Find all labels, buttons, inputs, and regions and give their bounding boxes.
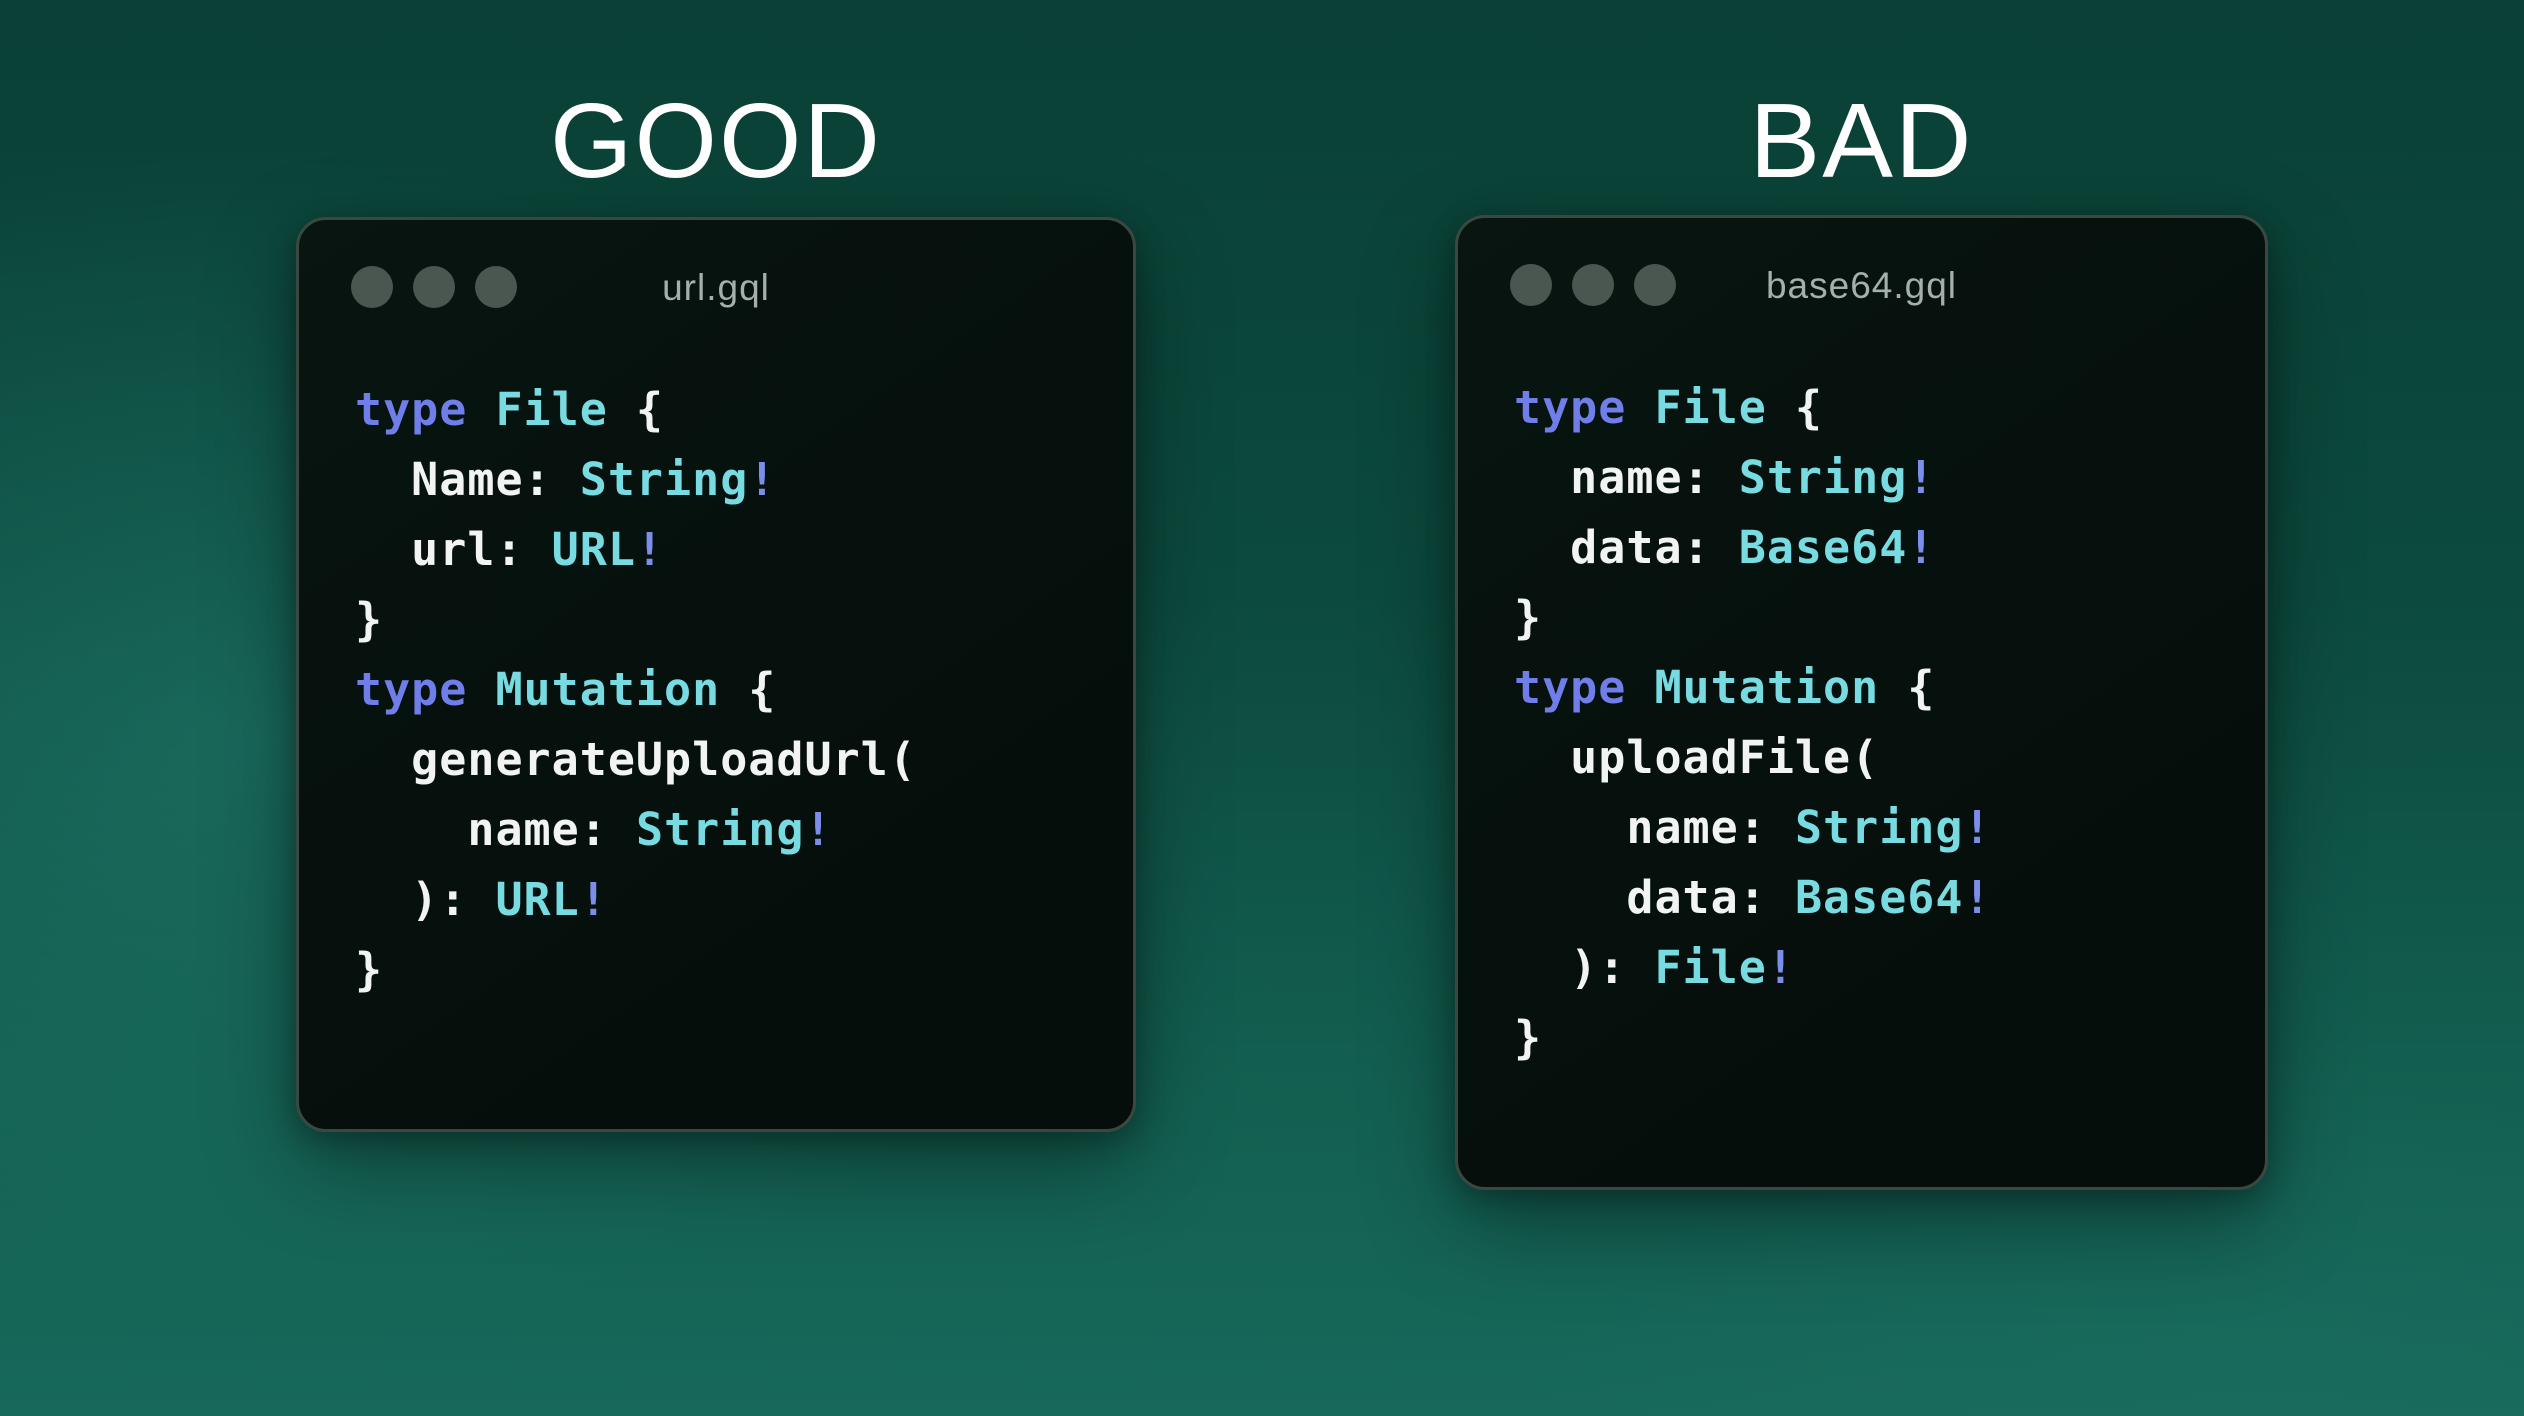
code-token: String: [1738, 451, 1908, 504]
code-token: String: [1794, 801, 1964, 854]
code-token: Name:: [355, 453, 580, 506]
code-token: Base64: [1794, 871, 1964, 924]
code-token: name:: [355, 803, 636, 856]
window-control-dot-icon[interactable]: [475, 266, 517, 308]
code-line: name: String!: [1514, 443, 2249, 513]
code-token: File: [1654, 941, 1767, 994]
code-token: [1626, 381, 1654, 434]
window-control-dot-icon[interactable]: [1634, 264, 1676, 306]
code-token: Base64: [1738, 521, 1908, 574]
code-token: Mutation: [495, 663, 721, 716]
code-token: URL: [551, 523, 636, 576]
code-token: type: [355, 663, 468, 716]
code-token: URL: [495, 873, 580, 926]
code-line: ): File!: [1514, 933, 2249, 1003]
code-window-bad: base64.gql type File { name: String! dat…: [1455, 215, 2268, 1190]
code-token: type: [1514, 661, 1627, 714]
code-token: !: [635, 523, 665, 576]
code-token: ):: [355, 873, 496, 926]
code-line: Name: String!: [355, 445, 1117, 515]
code-line: }: [1514, 1003, 2249, 1073]
verdict-label-good: GOOD: [550, 82, 882, 200]
code-token: }: [355, 943, 384, 996]
titlebar-bad: base64.gql: [1458, 264, 2265, 306]
code-token: !: [579, 873, 608, 926]
code-token: String: [635, 803, 805, 856]
code-window-good: url.gql type File { Name: String! url: U…: [296, 217, 1136, 1132]
code-line: generateUploadUrl(: [355, 725, 1117, 795]
code-token: [467, 383, 495, 436]
verdict-label-bad: BAD: [1749, 82, 1974, 200]
code-line: uploadFile(: [1514, 723, 2249, 793]
code-token: File: [495, 383, 608, 436]
code-line: data: Base64!: [1514, 863, 2249, 933]
code-line: }: [355, 935, 1117, 1005]
code-token: !: [1907, 451, 1936, 504]
code-line: type File {: [1514, 373, 2249, 443]
code-token: {: [607, 383, 665, 436]
code-block-bad: type File { name: String! data: Base64!}…: [1514, 373, 2249, 1073]
code-line: name: String!: [355, 795, 1117, 865]
code-token: }: [1514, 591, 1543, 644]
code-token: {: [1879, 661, 1936, 714]
code-token: name:: [1514, 451, 1739, 504]
window-control-dot-icon[interactable]: [1572, 264, 1614, 306]
titlebar-good: url.gql: [299, 266, 1133, 308]
code-token: !: [1963, 801, 1992, 854]
window-control-dot-icon[interactable]: [1510, 264, 1552, 306]
code-token: {: [720, 663, 777, 716]
code-line: name: String!: [1514, 793, 2249, 863]
code-block-good: type File { Name: String! url: URL!} type…: [355, 375, 1117, 1005]
code-line: url: URL!: [355, 515, 1117, 585]
code-token: url:: [355, 523, 552, 576]
code-token: Mutation: [1654, 661, 1880, 714]
code-token: generateUploadUrl(: [355, 733, 917, 786]
code-token: String: [579, 453, 749, 506]
code-token: !: [1907, 521, 1936, 574]
code-token: }: [355, 593, 384, 646]
code-token: name:: [1514, 801, 1795, 854]
code-line: }: [1514, 583, 2249, 653]
code-token: !: [748, 453, 777, 506]
window-control-dot-icon[interactable]: [413, 266, 455, 308]
code-token: uploadFile(: [1514, 731, 1880, 784]
code-line: type Mutation {: [1514, 653, 2249, 723]
code-token: type: [355, 383, 468, 436]
code-token: {: [1766, 381, 1824, 434]
code-line: type File {: [355, 375, 1117, 445]
window-control-dots: [351, 266, 517, 308]
code-token: ):: [1514, 941, 1655, 994]
code-token: !: [1963, 871, 1992, 924]
code-token: File: [1654, 381, 1767, 434]
code-line: data: Base64!: [1514, 513, 2249, 583]
filename-good: url.gql: [662, 267, 770, 308]
code-token: data:: [1514, 871, 1795, 924]
code-token: }: [1514, 1011, 1543, 1064]
code-token: [467, 663, 495, 716]
filename-bad: base64.gql: [1765, 265, 1958, 306]
code-line: }: [355, 585, 1117, 655]
window-control-dots: [1510, 264, 1676, 306]
code-token: type: [1514, 381, 1627, 434]
window-control-dot-icon[interactable]: [351, 266, 393, 308]
code-line: type Mutation {: [355, 655, 1117, 725]
code-token: [1626, 661, 1654, 714]
code-token: !: [804, 803, 833, 856]
code-token: data:: [1514, 521, 1739, 574]
code-token: !: [1766, 941, 1795, 994]
code-line: ): URL!: [355, 865, 1117, 935]
